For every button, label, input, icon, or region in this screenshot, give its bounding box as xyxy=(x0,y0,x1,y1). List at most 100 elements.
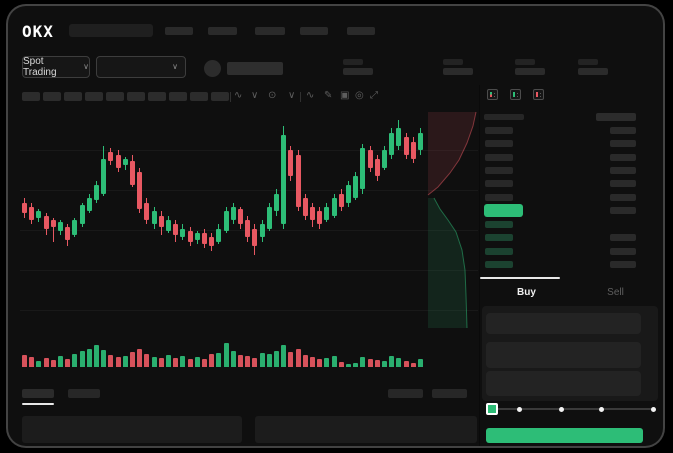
last-price-badge[interactable] xyxy=(484,204,523,217)
candle-body xyxy=(360,148,366,190)
price-bar xyxy=(485,167,513,175)
candlestick-chart[interactable] xyxy=(22,111,426,329)
orderbook-bid-row[interactable] xyxy=(485,218,636,231)
volume-chart[interactable] xyxy=(22,339,426,367)
orderbook-bid-row[interactable] xyxy=(485,231,636,244)
nav-item-placeholder[interactable] xyxy=(300,27,328,35)
candle-body xyxy=(115,154,121,168)
candle-body xyxy=(238,209,243,225)
price-bar xyxy=(485,193,513,201)
candle-body xyxy=(295,154,301,207)
line-tools-icon[interactable]: ∿ xyxy=(306,90,315,101)
slider-stop[interactable] xyxy=(650,406,656,412)
toolbar-divider xyxy=(300,92,301,102)
volume-bar xyxy=(382,361,387,367)
volume-bar xyxy=(86,349,92,367)
candle-body xyxy=(72,220,78,236)
orderbook-ask-row[interactable] xyxy=(485,137,636,150)
draw-icon[interactable]: ✎ xyxy=(324,90,333,101)
market-type-label: Spot Trading xyxy=(23,56,57,78)
slider-stop[interactable] xyxy=(558,406,564,412)
price-bar xyxy=(485,234,513,242)
amount-field[interactable] xyxy=(486,342,641,368)
timeframe-pill[interactable] xyxy=(64,92,82,101)
timeframe-pill[interactable] xyxy=(43,92,61,101)
orderbook-price-header xyxy=(484,114,524,120)
volume-bar xyxy=(50,360,56,367)
interval-icon[interactable]: ⊙ xyxy=(268,90,277,101)
candle-body xyxy=(43,215,49,229)
market-type-selector[interactable]: Spot Trading ∨ xyxy=(22,56,90,78)
book-asks-icon[interactable] xyxy=(533,89,544,100)
price-field[interactable] xyxy=(486,313,641,334)
tab-sell[interactable]: Sell xyxy=(607,286,624,298)
candle-body xyxy=(259,224,265,238)
bottom-action-placeholder[interactable] xyxy=(432,389,467,398)
chevron-down-icon[interactable]: ∨ xyxy=(288,90,296,101)
tab-buy[interactable]: Buy xyxy=(517,286,536,298)
pair-dropdown[interactable]: ∨ xyxy=(96,56,186,78)
book-bids-icon[interactable] xyxy=(510,89,521,100)
volume-bar xyxy=(389,356,395,367)
settings-icon[interactable]: ◎ xyxy=(355,90,364,101)
candle-body xyxy=(101,158,107,194)
timeframe-pill[interactable] xyxy=(148,92,166,101)
snapshot-icon[interactable]: ▣ xyxy=(340,90,350,101)
orderbook-ask-row[interactable] xyxy=(485,151,636,164)
volume-bar xyxy=(130,352,135,367)
candle-body xyxy=(252,228,258,247)
candle-body xyxy=(281,134,287,225)
nav-item-placeholder[interactable] xyxy=(255,27,285,35)
chevron-down-icon[interactable]: ∨ xyxy=(251,90,259,101)
timeframe-pill[interactable] xyxy=(106,92,124,101)
volume-bar xyxy=(216,353,222,367)
timeframe-pill[interactable] xyxy=(127,92,145,101)
slider-handle[interactable] xyxy=(486,403,498,415)
indicators-icon[interactable]: ∿ xyxy=(234,90,243,101)
orderbook-ask-row[interactable] xyxy=(485,124,636,137)
total-field[interactable] xyxy=(486,371,641,396)
volume-bar xyxy=(65,359,71,367)
orderbook-ask-row[interactable] xyxy=(485,190,636,203)
volume-bar xyxy=(72,354,78,367)
nav-item-placeholder[interactable] xyxy=(165,27,193,35)
candle-body xyxy=(396,128,402,146)
nav-item-placeholder[interactable] xyxy=(208,27,237,35)
timeframe-selector xyxy=(22,92,229,101)
volume-bar xyxy=(274,351,279,367)
candle-body xyxy=(216,228,222,242)
orderbook-bid-row[interactable] xyxy=(485,258,636,271)
search-input[interactable] xyxy=(69,24,153,37)
slider-stop[interactable] xyxy=(517,406,523,412)
candle-body xyxy=(403,137,409,155)
bottom-tab-active[interactable] xyxy=(22,389,54,398)
price-bar xyxy=(485,261,513,269)
volume-bar xyxy=(266,354,272,367)
volume-bar xyxy=(101,350,107,367)
book-combined-icon[interactable] xyxy=(487,89,498,100)
nav-item-placeholder[interactable] xyxy=(347,27,375,35)
orderbook-ask-row[interactable] xyxy=(485,164,636,177)
buy-submit-button[interactable] xyxy=(486,428,643,443)
orderbook-ask-row[interactable] xyxy=(485,177,636,190)
timeframe-pill[interactable] xyxy=(211,92,229,101)
amount-bar xyxy=(610,140,636,148)
bottom-tab[interactable] xyxy=(68,389,100,398)
timeframe-pill[interactable] xyxy=(22,92,40,101)
orderbook-bid-row[interactable] xyxy=(485,245,636,258)
timeframe-pill[interactable] xyxy=(190,92,208,101)
candle-body xyxy=(288,150,294,177)
amount-slider[interactable] xyxy=(486,403,656,415)
bottom-action-placeholder[interactable] xyxy=(388,389,423,398)
volume-bar xyxy=(338,362,344,367)
fullscreen-icon[interactable]: ⤢ xyxy=(370,90,378,101)
price-bar xyxy=(485,247,513,255)
timeframe-pill[interactable] xyxy=(169,92,187,101)
amount-bar xyxy=(610,234,636,242)
candle-body xyxy=(29,206,35,220)
volume-bar xyxy=(151,357,157,367)
amount-bar xyxy=(610,247,636,255)
timeframe-pill[interactable] xyxy=(85,92,103,101)
volume-bar xyxy=(79,351,85,367)
slider-stop[interactable] xyxy=(598,406,604,412)
